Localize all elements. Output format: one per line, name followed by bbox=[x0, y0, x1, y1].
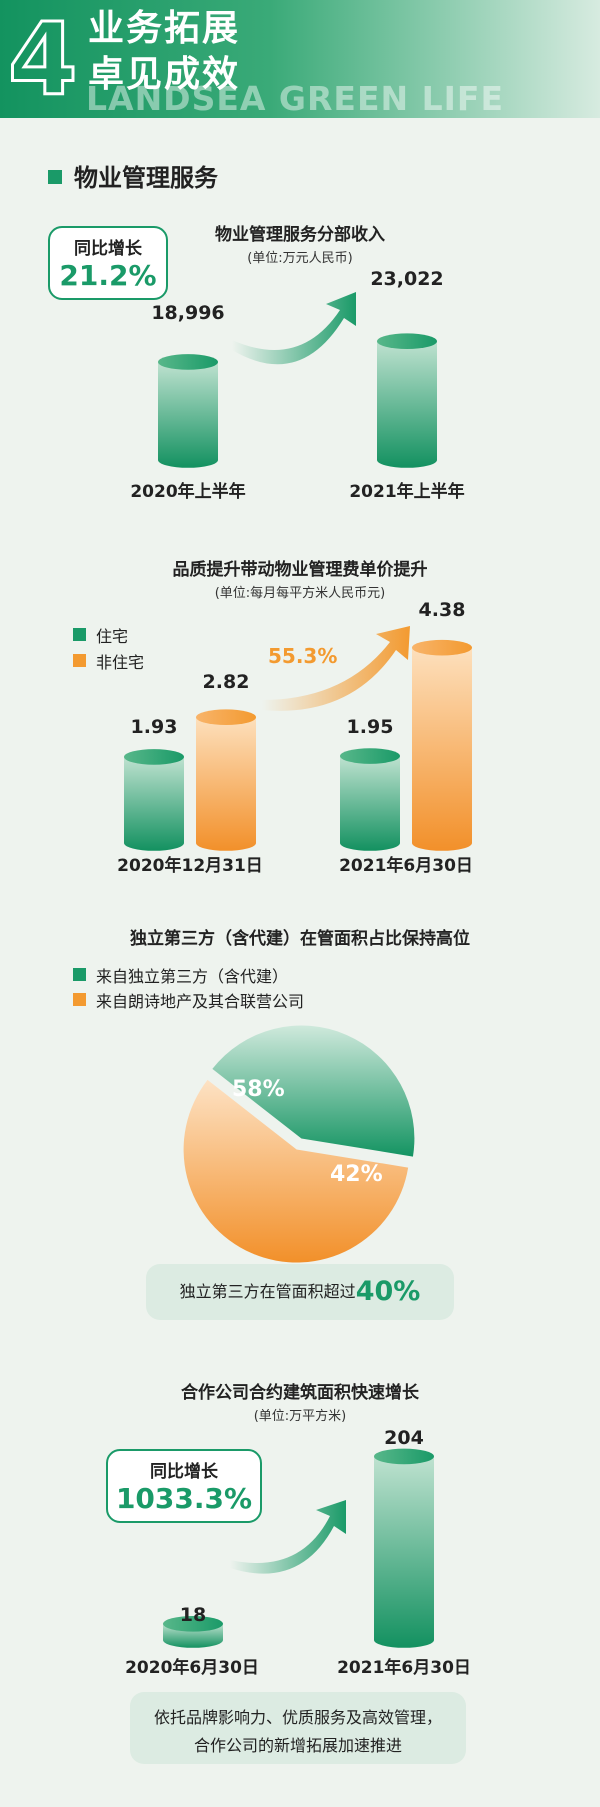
chart1-value-label-2: 23,022 bbox=[370, 268, 444, 290]
chart2-value-label-2: 2.82 bbox=[202, 671, 250, 693]
legend-third-party: 来自独立第三方（含代建） bbox=[96, 967, 289, 986]
chart4-unit: (单位:万平方米) bbox=[253, 1409, 347, 1424]
chart1-bar-1 bbox=[158, 354, 218, 468]
chart2-bar-residential-1 bbox=[124, 749, 184, 851]
chart2-bar-residential-1-body bbox=[124, 756, 184, 851]
chart1-bar-2-body bbox=[377, 341, 437, 468]
chart2-bar-residential-2 bbox=[340, 748, 400, 851]
chart2-value-label-4: 4.38 bbox=[418, 599, 466, 621]
section-marker bbox=[48, 170, 62, 184]
chart2-bar-nonresidential-1-body bbox=[196, 717, 256, 851]
chart4-bar-1 bbox=[163, 1616, 223, 1648]
legend-swatch-landsea bbox=[73, 993, 86, 1006]
chart2-bar-nonresidential-1 bbox=[196, 709, 256, 851]
chart4-growth-badge: 同比增长 1033.3% bbox=[106, 1449, 262, 1523]
chart4-bar-2 bbox=[374, 1448, 434, 1648]
chart2-bar-nonresidential-2-body bbox=[412, 647, 472, 851]
pie-slice-landsea bbox=[183, 1079, 409, 1263]
chart4-note-line2: 合作公司的新增拓展加速推进 bbox=[193, 1736, 402, 1755]
growth-arrow-1 bbox=[232, 292, 356, 365]
chart3-note-text: 独立第三方在管面积超过 bbox=[179, 1282, 356, 1301]
chart4-badge-value: 1033.3% bbox=[115, 1482, 253, 1515]
chart4-bar-2-body bbox=[374, 1456, 434, 1648]
chart2-bar-residential-2-top bbox=[340, 748, 400, 764]
section-title: 物业管理服务 bbox=[74, 164, 218, 192]
chart3-note-value: 40% bbox=[355, 1276, 421, 1307]
chart3-note: 独立第三方在管面积超过40% bbox=[146, 1264, 454, 1320]
chart2-bar-nonresidential-2-top bbox=[412, 639, 472, 656]
chart4-note-line1: 依托品牌影响力、优质服务及高效管理， bbox=[153, 1708, 442, 1727]
chart1-growth-badge: 同比增长 21.2% bbox=[48, 226, 168, 300]
chart2-unit: (单位:每月每平方米人民币元) bbox=[214, 586, 386, 601]
legend-residential: 住宅 bbox=[96, 627, 129, 646]
legend-non-residential: 非住宅 bbox=[96, 653, 145, 672]
chart2-title: 品质提升带动物业管理费单价提升 bbox=[172, 560, 428, 580]
header-title-line2: 卓见成效 bbox=[88, 54, 241, 95]
pie-label-third-party: 42% bbox=[330, 1162, 383, 1187]
growth-arrow-4 bbox=[230, 1500, 346, 1574]
chart4-bar-2-top bbox=[374, 1448, 434, 1465]
chart1-badge-label: 同比增长 bbox=[74, 239, 142, 259]
legend-landsea: 来自朗诗地产及其合联营公司 bbox=[96, 992, 305, 1011]
section-number: 4 bbox=[7, 1, 80, 118]
header-subtitle: LANDSEA GREEN LIFE bbox=[86, 79, 504, 118]
chart1-bar-1-body bbox=[158, 361, 218, 468]
chart2-bar-nonresidential-2 bbox=[412, 639, 472, 851]
pie-label-landsea: 58% bbox=[232, 1077, 285, 1102]
chart4-value-label-1: 18 bbox=[179, 1604, 207, 1626]
chart1-category-2: 2021年上半年 bbox=[349, 482, 465, 502]
legend-swatch-non-residential bbox=[73, 654, 86, 667]
chart2-category-2: 2021年6月30日 bbox=[339, 856, 473, 876]
chart2-value-label-3: 1.95 bbox=[346, 716, 394, 738]
header-title-line1: 业务拓展 bbox=[88, 8, 241, 49]
chart4-category-2: 2021年6月30日 bbox=[337, 1658, 471, 1678]
chart4-badge-label: 同比增长 bbox=[150, 1462, 218, 1482]
chart4-category-1: 2020年6月30日 bbox=[125, 1658, 259, 1678]
chart1-value-label-1: 18,996 bbox=[151, 302, 225, 324]
chart1-unit: (单位:万元人民币) bbox=[247, 251, 353, 266]
chart4-value-label-2: 204 bbox=[384, 1427, 424, 1449]
chart2-bar-residential-1-top bbox=[124, 749, 184, 765]
chart2-category-1: 2020年12月31日 bbox=[117, 856, 263, 876]
legend-swatch-residential bbox=[73, 628, 86, 641]
chart2-bar-residential-2-body bbox=[340, 756, 400, 851]
chart2-value-label-1: 1.93 bbox=[130, 716, 178, 738]
chart3-title: 独立第三方（含代建）在管面积占比保持高位 bbox=[130, 929, 470, 949]
chart2-bar-nonresidential-1-top bbox=[196, 709, 256, 726]
chart2-growth-label: 55.3% bbox=[268, 644, 338, 668]
growth-arrow-2 bbox=[262, 626, 410, 711]
chart1-bar-1-top bbox=[158, 354, 218, 370]
chart1-bar-2 bbox=[377, 333, 437, 468]
chart1-bar-2-top bbox=[377, 333, 437, 350]
chart1-title: 物业管理服务分部收入 bbox=[215, 225, 385, 245]
chart1-category-1: 2020年上半年 bbox=[130, 482, 246, 502]
chart4-title: 合作公司合约建筑面积快速增长 bbox=[181, 1383, 419, 1403]
header-banner bbox=[0, 0, 600, 118]
pie-slice-third-party bbox=[212, 1025, 415, 1157]
chart4-note: 依托品牌影响力、优质服务及高效管理， 合作公司的新增拓展加速推进 bbox=[130, 1692, 466, 1764]
header-title: 业务拓展 卓见成效 bbox=[88, 6, 240, 98]
chart1-badge-value: 21.2% bbox=[59, 259, 157, 292]
legend-swatch-third-party bbox=[73, 968, 86, 981]
chart4-bar-1-top bbox=[163, 1616, 223, 1632]
